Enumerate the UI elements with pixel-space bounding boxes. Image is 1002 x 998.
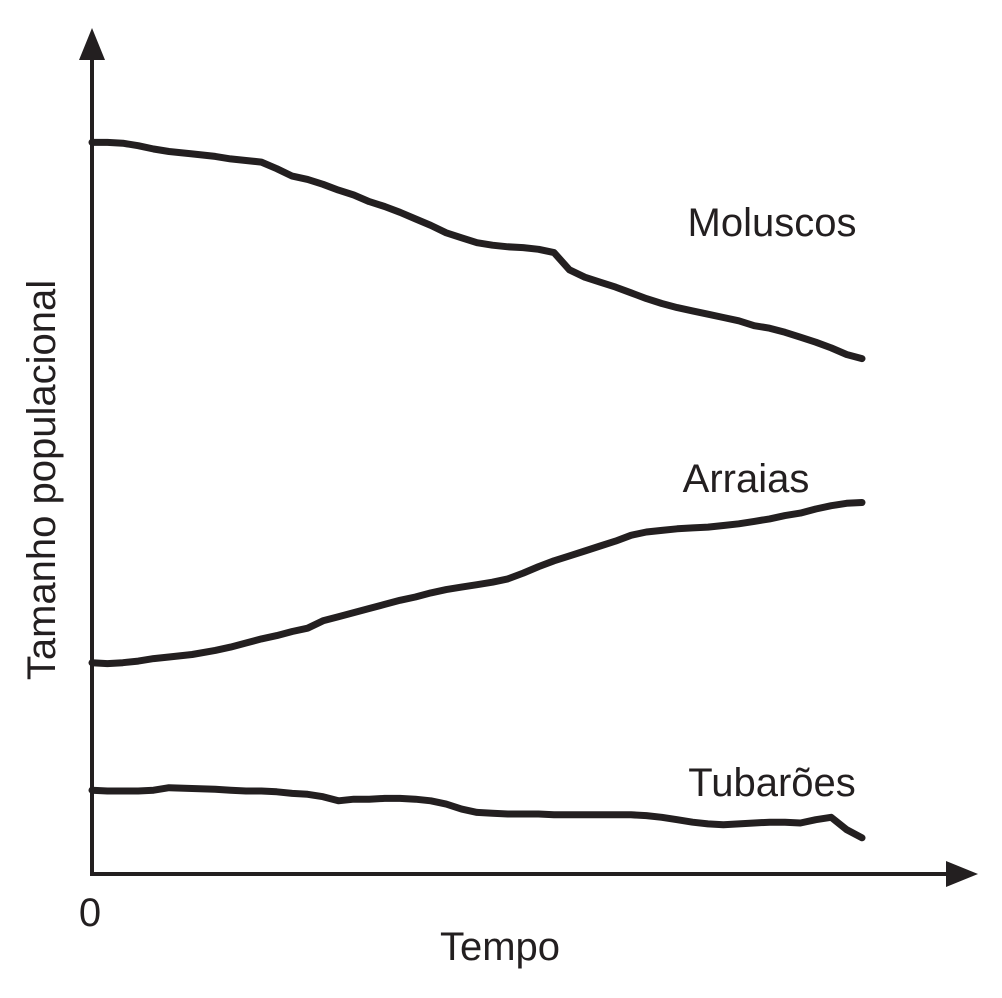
x-axis-arrowhead [946,861,978,887]
series-layer [88,138,866,842]
y-axis-label: Tamanho populacional [20,280,64,680]
origin-label: 0 [79,891,101,935]
series-line-arraias [88,499,866,668]
series-label-tubaroes: Tubarões [688,761,856,805]
x-axis-label: Tempo [440,925,560,969]
series-label-layer: Moluscos Arraias Tubarões [683,201,857,805]
series-line-moluscos [88,138,866,363]
series-label-arraias: Arraias [683,457,810,501]
y-axis-arrowhead [79,28,105,60]
axes [79,28,978,887]
series-line-tubaroes [88,784,866,842]
series-label-moluscos: Moluscos [688,201,857,245]
